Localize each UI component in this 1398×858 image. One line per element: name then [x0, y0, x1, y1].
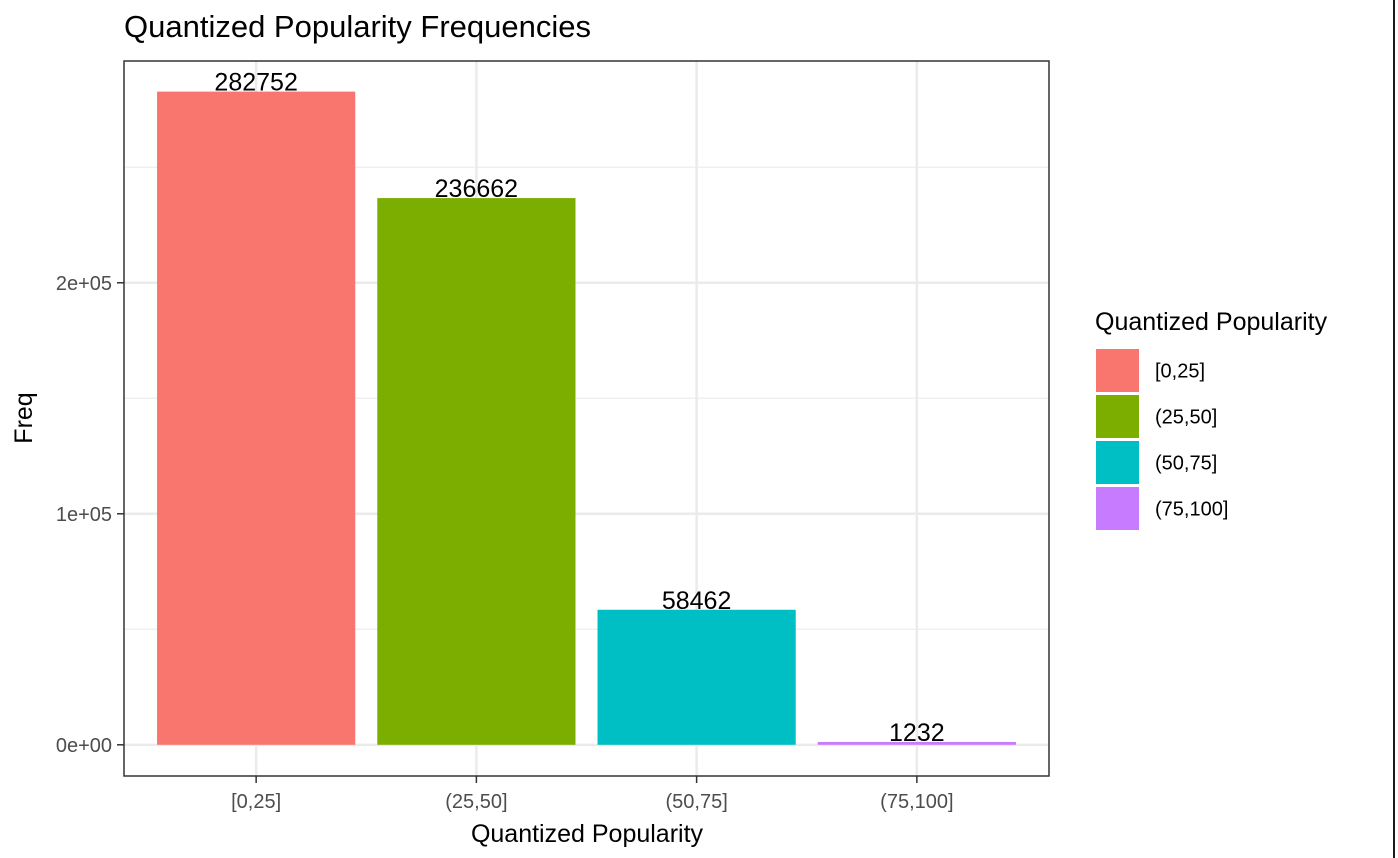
panel-border: [123, 60, 1050, 777]
legend-title: Quantized Popularity: [1095, 308, 1328, 336]
legend-label: (25,50]: [1155, 407, 1217, 429]
bar: [597, 609, 796, 745]
y-tick-label: 1e+05: [56, 504, 112, 526]
data-label: 58462: [662, 587, 732, 615]
bar: [377, 198, 576, 745]
y-tick-label: 0e+00: [56, 735, 112, 757]
y-tick-label: 2e+05: [56, 273, 112, 295]
legend-key: [1096, 487, 1139, 530]
legend-key: [1096, 441, 1139, 484]
x-tick-label: [0,25]: [231, 791, 281, 813]
window-border: [1393, 0, 1395, 858]
plot-panel: 282752 236662 58462 1232 0e+00 1e+05 2e+05 [0,2…: [56, 60, 1050, 813]
x-axis-label: Quantized Popularity: [471, 820, 704, 848]
data-label: 236662: [435, 175, 518, 203]
y-axis-label: Freq: [10, 392, 38, 443]
data-label: 282752: [214, 69, 297, 97]
data-label: 1232: [889, 719, 945, 747]
legend-key: [1096, 395, 1139, 438]
legend-label: (50,75]: [1155, 453, 1217, 475]
x-tick-label: (50,75]: [665, 791, 727, 813]
x-tick-label: (25,50]: [445, 791, 507, 813]
legend-key: [1096, 349, 1139, 392]
chart-title: Quantized Popularity Frequencies: [124, 9, 591, 44]
legend: Quantized Popularity [0,25] (25,50] (50,75…: [1095, 308, 1328, 530]
legend-label: (75,100]: [1155, 499, 1228, 521]
legend-label: [0,25]: [1155, 361, 1205, 383]
bar: [817, 741, 1016, 745]
bar: [157, 91, 356, 745]
x-tick-label: (75,100]: [880, 791, 953, 813]
